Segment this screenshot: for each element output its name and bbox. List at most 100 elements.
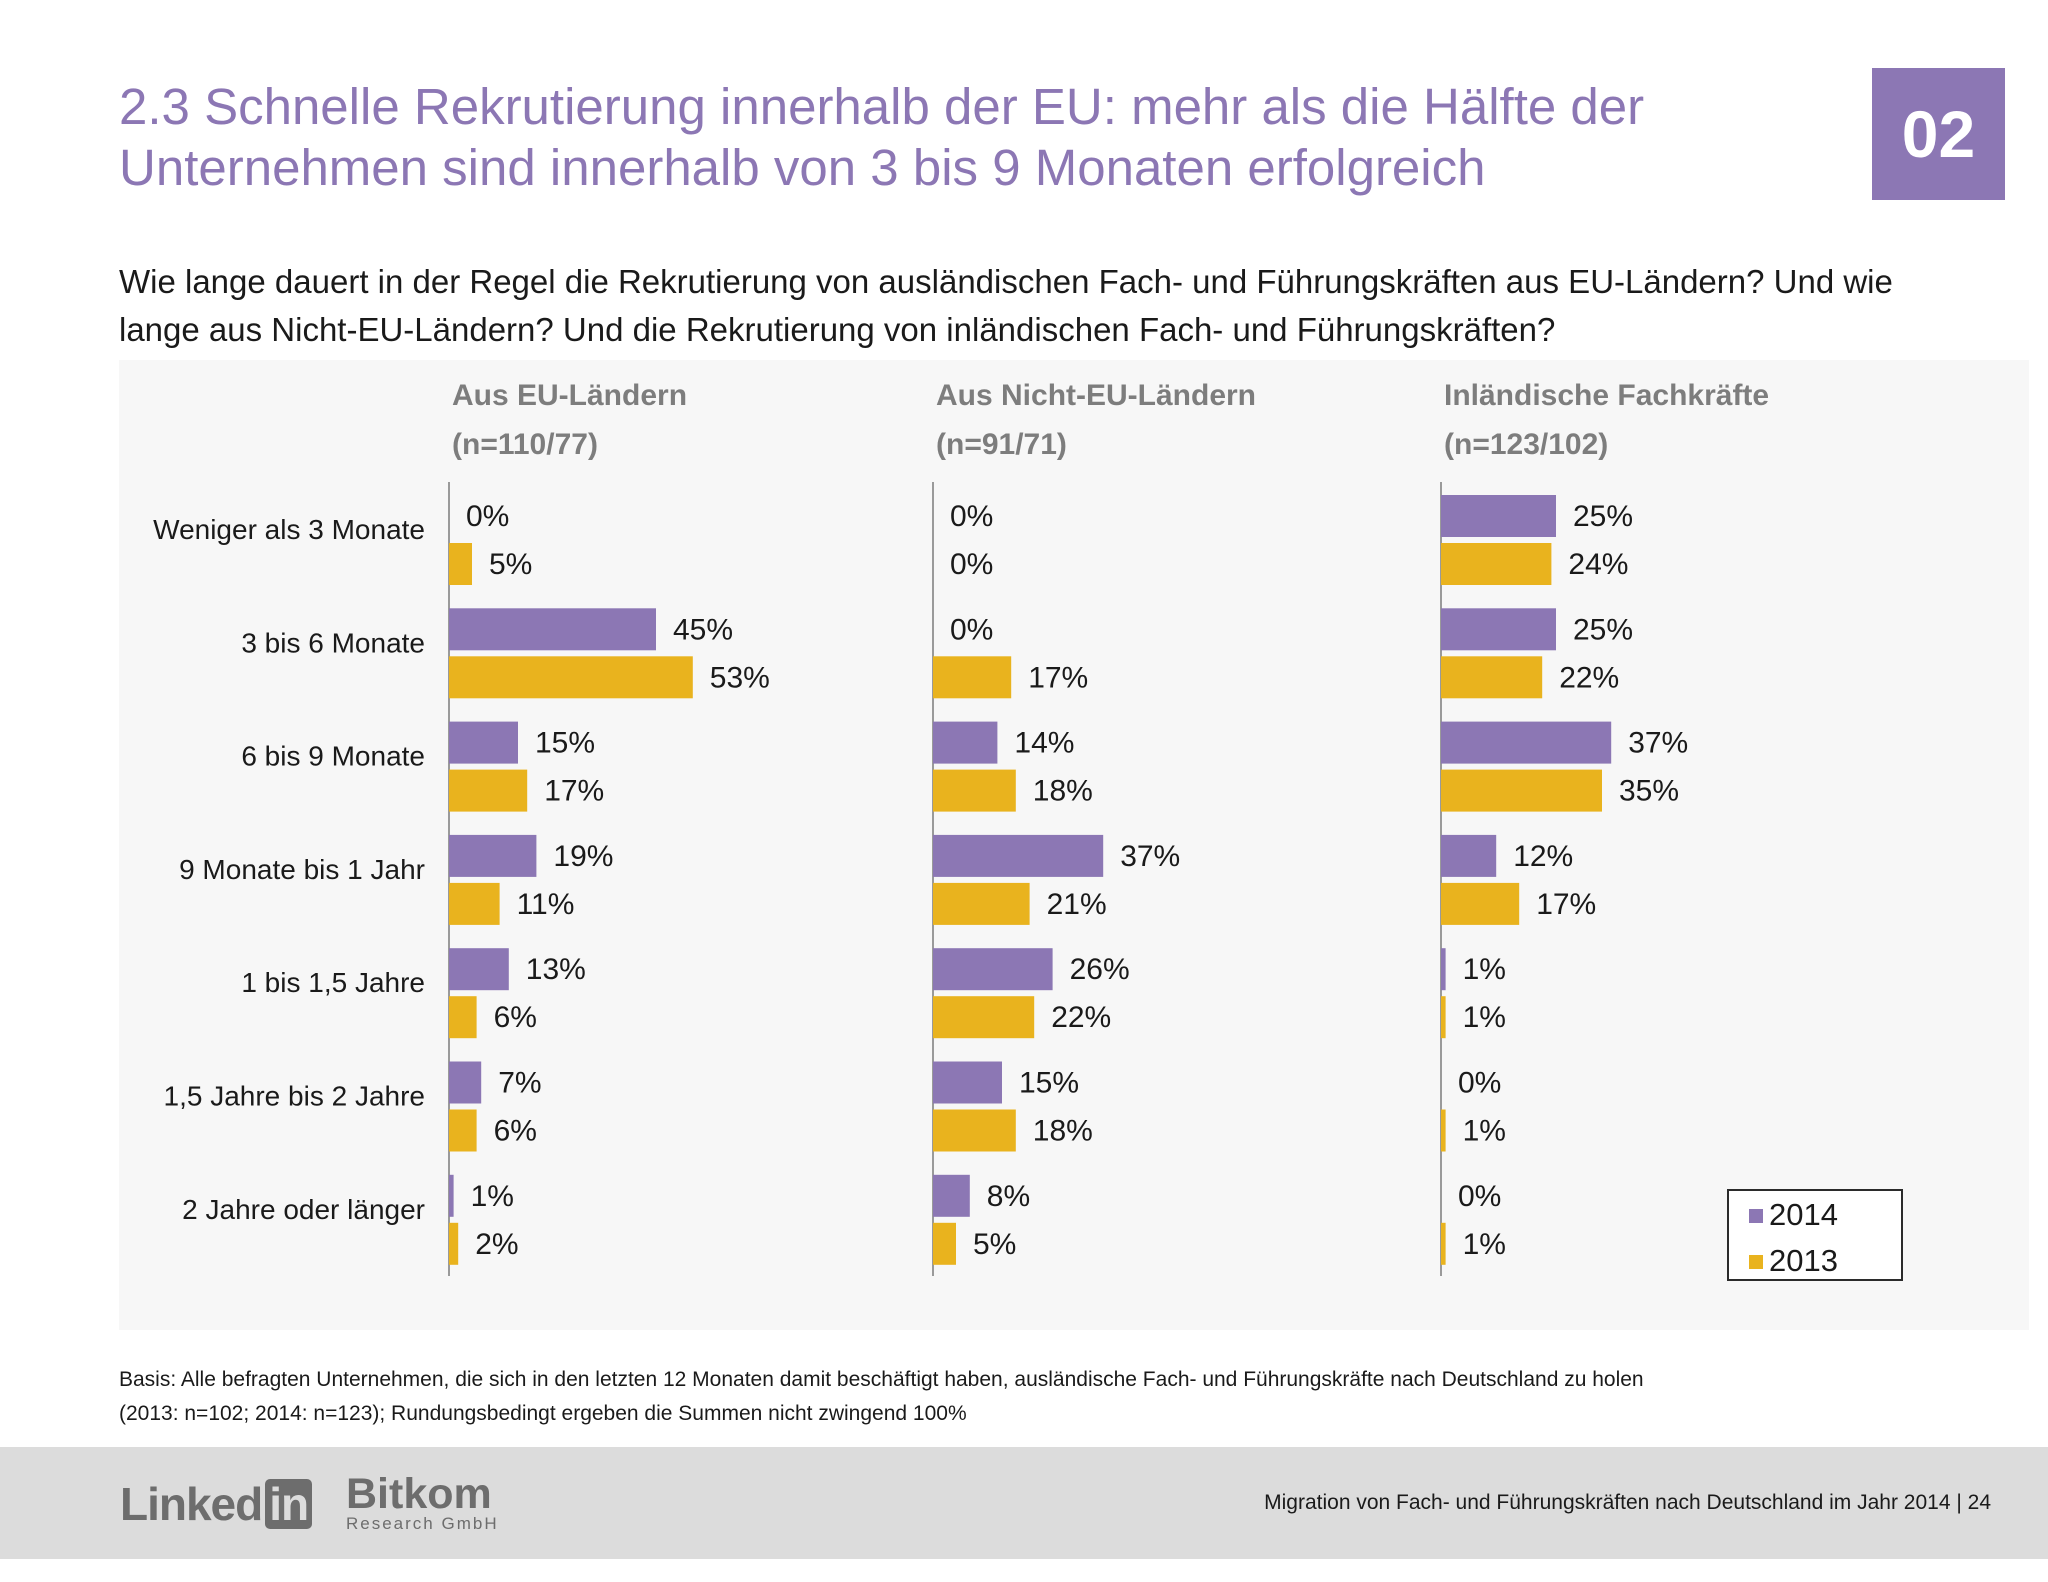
bar-inl-ndische-fachkr-fte-2014-3 [1441,834,1497,877]
chart-legend: 2014 2013 [1727,1189,1903,1281]
bar-aus-eu-l-ndern-2013-2 [449,769,528,812]
category-label-6-bis-9-monate: 6 bis 9 Monate [241,741,425,772]
bar-aus-eu-l-ndern-2013-5 [449,1109,477,1152]
legend-swatch-2013 [1749,1255,1763,1269]
bar-inl-ndische-fachkr-fte-2013-0 [1441,543,1552,585]
data-label-inl-ndische-fachkr-fte-2013-3: 17% [1536,888,1596,921]
footer-caption: Migration von Fach- und Führungskräften … [1264,1491,1991,1514]
bar-aus-nicht-eu-l-ndern-2014-3 [933,834,1104,877]
data-label-inl-ndische-fachkr-fte-2013-6: 1% [1463,1228,1506,1261]
bar-aus-nicht-eu-l-ndern-2014-5 [933,1061,1002,1104]
survey-question: Wie lange dauert in der Regel die Rekrut… [119,263,1893,348]
bar-inl-ndische-fachkr-fte-2014-4 [1441,948,1446,991]
data-label-aus-eu-l-ndern-2013-3: 11% [517,888,575,921]
bar-aus-eu-l-ndern-2014-5 [449,1061,482,1104]
bar-aus-eu-l-ndern-2013-0 [449,543,472,585]
data-label-aus-nicht-eu-l-ndern-2013-4: 22% [1051,1001,1111,1034]
bar-aus-eu-l-ndern-2014-4 [449,948,509,991]
data-label-aus-eu-l-ndern-2013-4: 6% [494,1001,537,1034]
data-label-aus-eu-l-ndern-2014-5: 7% [498,1067,541,1100]
bar-aus-nicht-eu-l-ndern-2013-3 [933,882,1030,925]
panel-n-inl-ndische-fachkr-fte: (n=123/102) [1444,428,1608,461]
data-label-aus-nicht-eu-l-ndern-2013-5: 18% [1033,1115,1093,1148]
panel-title-inl-ndische-fachkr-fte: Inländische Fachkräfte [1444,379,1769,412]
data-label-aus-eu-l-ndern-2013-6: 2% [475,1228,518,1261]
footnote: Basis: Alle befragten Unternehmen, die s… [119,1363,1989,1431]
section-number-badge: 02 [1872,68,2005,200]
panel-title-aus-eu-l-ndern: Aus EU-Ländern [452,379,687,412]
bar-aus-nicht-eu-l-ndern-2014-2 [933,721,998,764]
data-label-inl-ndische-fachkr-fte-2014-6: 0% [1458,1180,1501,1213]
data-label-aus-eu-l-ndern-2013-2: 17% [544,775,604,808]
data-label-inl-ndische-fachkr-fte-2013-0: 24% [1568,548,1628,581]
bar-aus-eu-l-ndern-2013-4 [449,996,477,1039]
data-label-aus-eu-l-ndern-2014-6: 1% [471,1180,514,1213]
bar-aus-eu-l-ndern-2013-6 [449,1222,459,1265]
bar-inl-ndische-fachkr-fte-2013-5 [1441,1109,1446,1152]
data-label-aus-nicht-eu-l-ndern-2014-0: 0% [950,500,993,533]
data-label-aus-nicht-eu-l-ndern-2014-3: 37% [1120,840,1180,873]
bar-aus-nicht-eu-l-ndern-2014-4 [933,948,1053,991]
data-label-inl-ndische-fachkr-fte-2014-0: 25% [1573,500,1633,533]
data-label-aus-nicht-eu-l-ndern-2013-6: 5% [973,1228,1016,1261]
legend-item-2013: 2013 [1749,1243,1838,1279]
data-label-aus-nicht-eu-l-ndern-2014-5: 15% [1019,1067,1079,1100]
bar-aus-eu-l-ndern-2014-2 [449,721,518,764]
bar-aus-eu-l-ndern-2014-1 [449,608,656,651]
data-label-aus-eu-l-ndern-2013-1: 53% [710,661,770,694]
data-label-inl-ndische-fachkr-fte-2013-1: 22% [1559,661,1619,694]
bar-aus-nicht-eu-l-ndern-2013-5 [933,1109,1016,1152]
bar-inl-ndische-fachkr-fte-2014-0 [1441,495,1556,537]
footnote-line-2: (2013: n=102; 2014: n=123); Rundungsbedi… [119,1402,967,1425]
panel-n-aus-eu-l-ndern: (n=110/77) [452,428,598,461]
data-label-aus-nicht-eu-l-ndern-2014-4: 26% [1070,953,1130,986]
data-label-aus-nicht-eu-l-ndern-2013-2: 18% [1033,775,1093,808]
bar-inl-ndische-fachkr-fte-2013-6 [1441,1222,1446,1265]
bar-chart: Weniger als 3 Monate 3 bis 6 Monate 6 bis … [153,379,1769,1276]
bar-aus-nicht-eu-l-ndern-2013-2 [933,769,1016,812]
panel-n-aus-nicht-eu-l-ndern: (n=91/71) [936,428,1067,461]
panel-title-aus-nicht-eu-l-ndern: Aus Nicht-EU-Ländern [936,379,1256,412]
bar-inl-ndische-fachkr-fte-2013-2 [1441,769,1602,812]
data-label-inl-ndische-fachkr-fte-2014-4: 1% [1463,953,1506,986]
bar-inl-ndische-fachkr-fte-2014-2 [1441,721,1612,764]
bar-aus-eu-l-ndern-2013-1 [449,656,693,699]
data-label-inl-ndische-fachkr-fte-2014-2: 37% [1628,727,1688,760]
category-label-1-5-jahre-bis-2-jahre: 1,5 Jahre bis 2 Jahre [164,1081,426,1112]
bar-inl-ndische-fachkr-fte-2013-4 [1441,996,1446,1039]
footnote-line-1: Basis: Alle befragten Unternehmen, die s… [119,1368,1644,1391]
bar-inl-ndische-fachkr-fte-2013-1 [1441,656,1543,699]
bitkom-logo-sub: Research GmbH [346,1514,499,1533]
data-label-inl-ndische-fachkr-fte-2014-5: 0% [1458,1067,1501,1100]
category-label-9-monate-bis-1-jahr: 9 Monate bis 1 Jahr [179,854,425,885]
data-label-aus-eu-l-ndern-2014-0: 0% [466,500,509,533]
bar-inl-ndische-fachkr-fte-2013-3 [1441,882,1520,925]
bar-aus-eu-l-ndern-2014-3 [449,834,537,877]
data-label-aus-eu-l-ndern-2014-2: 15% [535,727,595,760]
data-label-aus-eu-l-ndern-2013-5: 6% [494,1115,537,1148]
data-label-aus-nicht-eu-l-ndern-2013-3: 21% [1047,888,1107,921]
data-label-inl-ndische-fachkr-fte-2013-4: 1% [1463,1001,1506,1034]
legend-label-2013: 2013 [1769,1243,1838,1278]
bar-inl-ndische-fachkr-fte-2014-1 [1441,608,1556,651]
data-label-inl-ndische-fachkr-fte-2013-5: 1% [1463,1115,1506,1148]
data-label-aus-nicht-eu-l-ndern-2013-1: 17% [1028,661,1088,694]
bar-aus-nicht-eu-l-ndern-2013-1 [933,656,1012,699]
data-label-aus-nicht-eu-l-ndern-2014-2: 14% [1014,727,1074,760]
linkedin-logo-text: Linked [120,1478,263,1530]
legend-label-2014: 2014 [1769,1197,1838,1232]
data-label-aus-nicht-eu-l-ndern-2013-0: 0% [950,548,993,581]
linkedin-logo-box: in [265,1479,313,1529]
legend-swatch-2014 [1749,1209,1763,1223]
bar-aus-nicht-eu-l-ndern-2014-6 [933,1174,970,1217]
footer-bar: Linked in Bitkom Research GmbH Migration… [0,1447,2048,1559]
bitkom-logo: Bitkom Research GmbH [346,1473,499,1533]
slide-title: 2.3 Schnelle Rekrutierung innerhalb der … [119,78,1645,196]
data-label-aus-nicht-eu-l-ndern-2014-1: 0% [950,613,993,646]
data-label-inl-ndische-fachkr-fte-2014-3: 12% [1513,840,1573,873]
data-label-aus-eu-l-ndern-2014-4: 13% [526,953,586,986]
bar-aus-eu-l-ndern-2013-3 [449,882,500,925]
bitkom-logo-main: Bitkom [346,1470,492,1518]
category-label-1-bis-1-5-jahre: 1 bis 1,5 Jahre [241,967,425,998]
category-label-3-bis-6-monate: 3 bis 6 Monate [241,627,425,658]
